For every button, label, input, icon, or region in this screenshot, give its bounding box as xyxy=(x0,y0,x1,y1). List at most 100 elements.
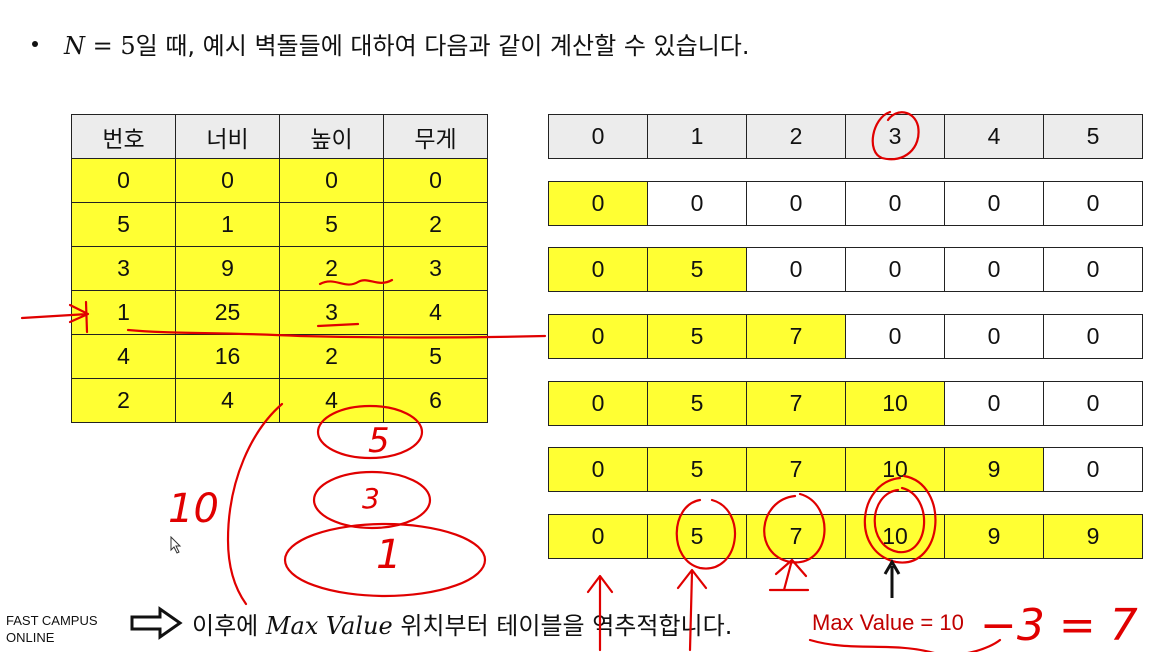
dp-index-cell: 4 xyxy=(944,114,1044,159)
dp-cell: 0 xyxy=(1043,314,1143,359)
footer-text-suffix: 위치부터 테이블을 역추적합니다. xyxy=(392,612,733,640)
dp-cell: 0 xyxy=(548,314,648,359)
cell: 4 xyxy=(383,290,488,335)
cell: 4 xyxy=(175,378,280,423)
ink-underline-maxvalue xyxy=(808,638,1002,652)
cell: 3 xyxy=(279,290,384,335)
dp-cell: 10 xyxy=(845,381,945,426)
ink-brick-bottom xyxy=(283,522,487,598)
arrow-right-icon xyxy=(130,606,184,644)
dp-header-row: 0 1 2 3 4 5 xyxy=(548,114,1143,159)
dp-cell: 0 xyxy=(746,181,846,226)
cell: 9 xyxy=(175,246,280,291)
cell: 0 xyxy=(383,158,488,203)
dp-cell: 0 xyxy=(1043,381,1143,426)
dp-cell: 0 xyxy=(746,247,846,292)
cell: 4 xyxy=(71,334,176,379)
cell: 3 xyxy=(71,246,176,291)
math-eq: = 5 xyxy=(85,32,136,60)
intro-text: 일 때, 예시 벽돌들에 대하여 다음과 같이 계산할 수 있습니다. xyxy=(135,32,750,60)
max-pointer-arrow xyxy=(883,559,901,598)
col-header-width: 너비 xyxy=(175,114,280,159)
ink-up-arrow-7 xyxy=(768,558,810,592)
table-row: 0 5 7 10 0 0 xyxy=(548,381,1143,426)
dp-row: 0 5 7 10 0 0 xyxy=(548,381,1143,426)
cell: 0 xyxy=(71,158,176,203)
dp-row: 0 5 7 10 9 0 xyxy=(548,447,1143,492)
dp-cell: 0 xyxy=(548,514,648,559)
dp-cell: 0 xyxy=(548,381,648,426)
brick-header-row: 번호 너비 높이 무게 xyxy=(71,114,488,159)
footer-text-prefix: 이후에 xyxy=(192,612,266,640)
cell: 4 xyxy=(279,378,384,423)
table-row: 4 16 2 5 xyxy=(71,334,488,379)
cell: 2 xyxy=(71,378,176,423)
dp-cell: 5 xyxy=(647,314,747,359)
dp-index-cell: 3 xyxy=(845,114,945,159)
intro-bullet: N = 5일 때, 예시 벽돌들에 대하여 다음과 같이 계산할 수 있습니다. xyxy=(32,26,749,61)
ink-five: 5 xyxy=(368,421,390,461)
brand-logo: FAST CAMPUS ONLINE xyxy=(6,612,98,646)
dp-cell: 0 xyxy=(845,247,945,292)
brand-line2: ONLINE xyxy=(6,630,55,645)
cell: 5 xyxy=(71,202,176,247)
dp-cell: 9 xyxy=(1043,514,1143,559)
dp-cell: 7 xyxy=(746,514,846,559)
dp-cell: 10 xyxy=(845,447,945,492)
dp-cell: 9 xyxy=(944,514,1044,559)
dp-cell: 0 xyxy=(845,181,945,226)
table-row: 0 5 7 10 9 9 xyxy=(548,514,1143,559)
col-header-weight: 무게 xyxy=(383,114,488,159)
bullet-dot xyxy=(32,41,38,47)
dp-cell: 0 xyxy=(845,314,945,359)
dp-cell: 10 xyxy=(845,514,945,559)
dp-cell: 0 xyxy=(548,247,648,292)
dp-cell: 9 xyxy=(944,447,1044,492)
cell: 6 xyxy=(383,378,488,423)
dp-cell: 0 xyxy=(944,314,1044,359)
cell: 2 xyxy=(279,246,384,291)
dp-index-cell: 5 xyxy=(1043,114,1143,159)
dp-cell: 7 xyxy=(746,381,846,426)
dp-cell: 0 xyxy=(1043,181,1143,226)
col-header-height: 높이 xyxy=(279,114,384,159)
dp-cell: 0 xyxy=(944,181,1044,226)
math-n: N xyxy=(64,32,85,60)
dp-index-header: 0 1 2 3 4 5 xyxy=(548,114,1143,159)
dp-cell: 5 xyxy=(647,447,747,492)
dp-cell: 7 xyxy=(746,447,846,492)
cell: 16 xyxy=(175,334,280,379)
table-row: 0 5 7 10 9 0 xyxy=(548,447,1143,492)
dp-cell: 5 xyxy=(647,247,747,292)
cell: 5 xyxy=(383,334,488,379)
cell: 5 xyxy=(279,202,384,247)
dp-cell: 0 xyxy=(548,181,648,226)
cell: 25 xyxy=(175,290,280,335)
cell: 0 xyxy=(279,158,384,203)
footer-caption: 이후에 Max Value 위치부터 테이블을 역추적합니다. xyxy=(192,606,732,641)
table-row: 1 25 3 4 xyxy=(71,290,488,335)
dp-index-cell: 1 xyxy=(647,114,747,159)
brand-line1: FAST CAMPUS xyxy=(6,613,98,628)
ink-brick-mid xyxy=(312,470,432,530)
dp-cell: 5 xyxy=(647,514,747,559)
ink-one: 1 xyxy=(376,532,401,578)
dp-row: 0 5 7 10 9 9 xyxy=(548,514,1143,559)
dp-cell: 0 xyxy=(647,181,747,226)
cell: 1 xyxy=(175,202,280,247)
cell: 3 xyxy=(383,246,488,291)
dp-cell: 0 xyxy=(1043,447,1143,492)
dp-cell: 5 xyxy=(647,381,747,426)
ink-paren xyxy=(226,402,284,606)
max-value-label: Max Value = 10 xyxy=(812,610,964,635)
dp-index-cell: 0 xyxy=(548,114,648,159)
